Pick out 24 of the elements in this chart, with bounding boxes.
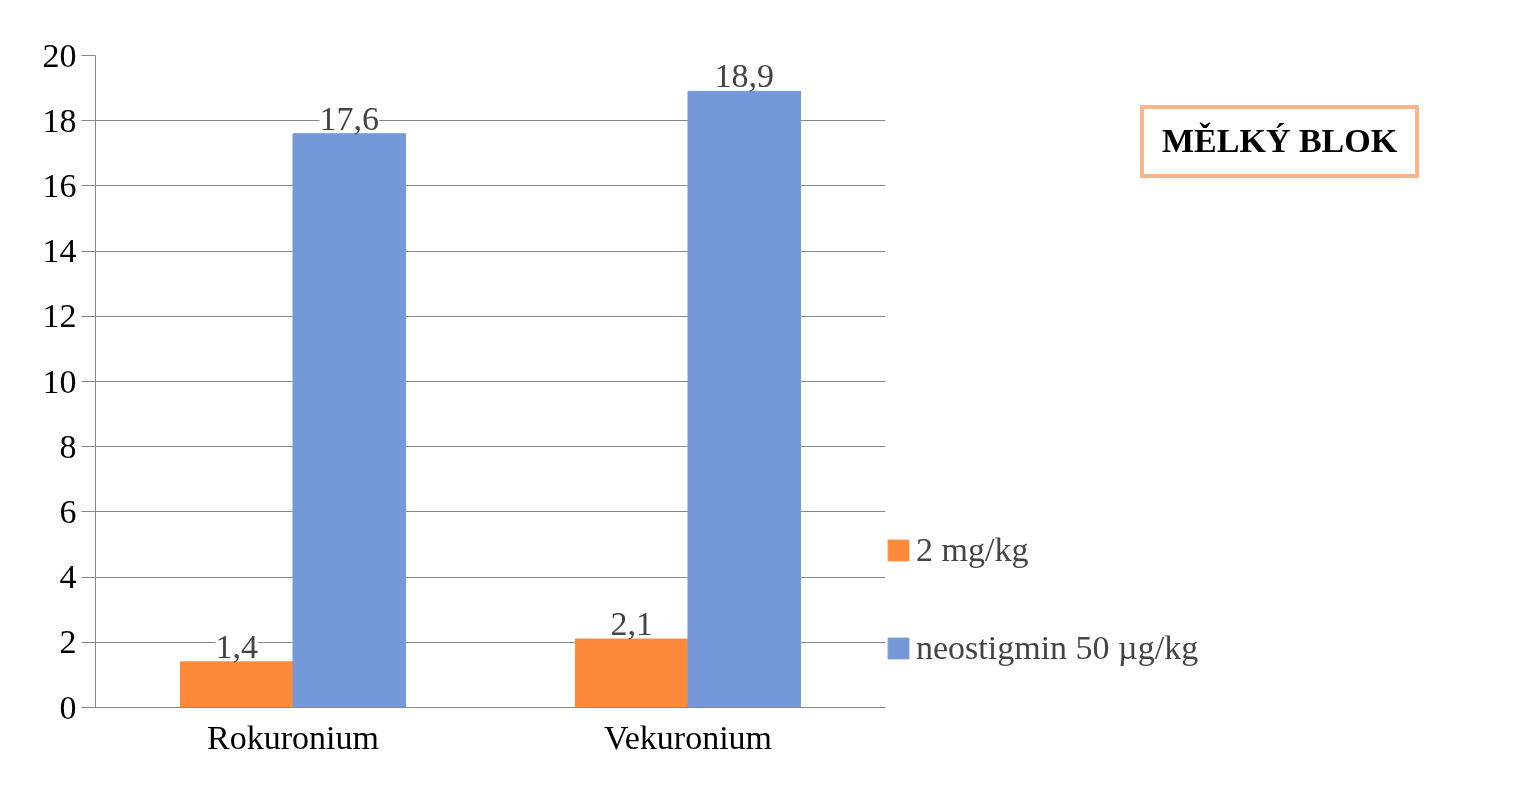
y-tick-label: 6 (59, 492, 77, 530)
y-tick-label: 8 (59, 427, 77, 465)
bar (179, 661, 294, 708)
data-label: 2,1 (610, 605, 653, 643)
annotation-box: MĚLKÝ BLOK (1140, 105, 1420, 178)
y-tick-label: 2 (59, 623, 77, 661)
y-tick-label: 4 (59, 558, 77, 596)
legend-label: neostigmin 50 µg/kg (916, 629, 1199, 667)
bar (687, 90, 802, 708)
y-tick-label: 14 (42, 232, 77, 270)
y-tick-label: 16 (42, 166, 77, 204)
y-tick-label: 10 (42, 362, 77, 400)
data-label: 1,4 (215, 627, 258, 665)
y-tick-label: 20 (42, 36, 77, 74)
y-tick-label: 12 (42, 297, 77, 335)
y-tick-label: 0 (59, 688, 77, 726)
data-label: 18,9 (714, 57, 775, 95)
bar (292, 133, 407, 708)
bar (574, 638, 689, 708)
x-tick-label: Vekuronium (603, 718, 773, 756)
legend-label: 2 mg/kg (916, 531, 1029, 569)
x-tick-label: Rokuronium (207, 718, 379, 756)
data-label: 17,6 (319, 99, 380, 137)
y-tick-label: 18 (42, 101, 77, 139)
